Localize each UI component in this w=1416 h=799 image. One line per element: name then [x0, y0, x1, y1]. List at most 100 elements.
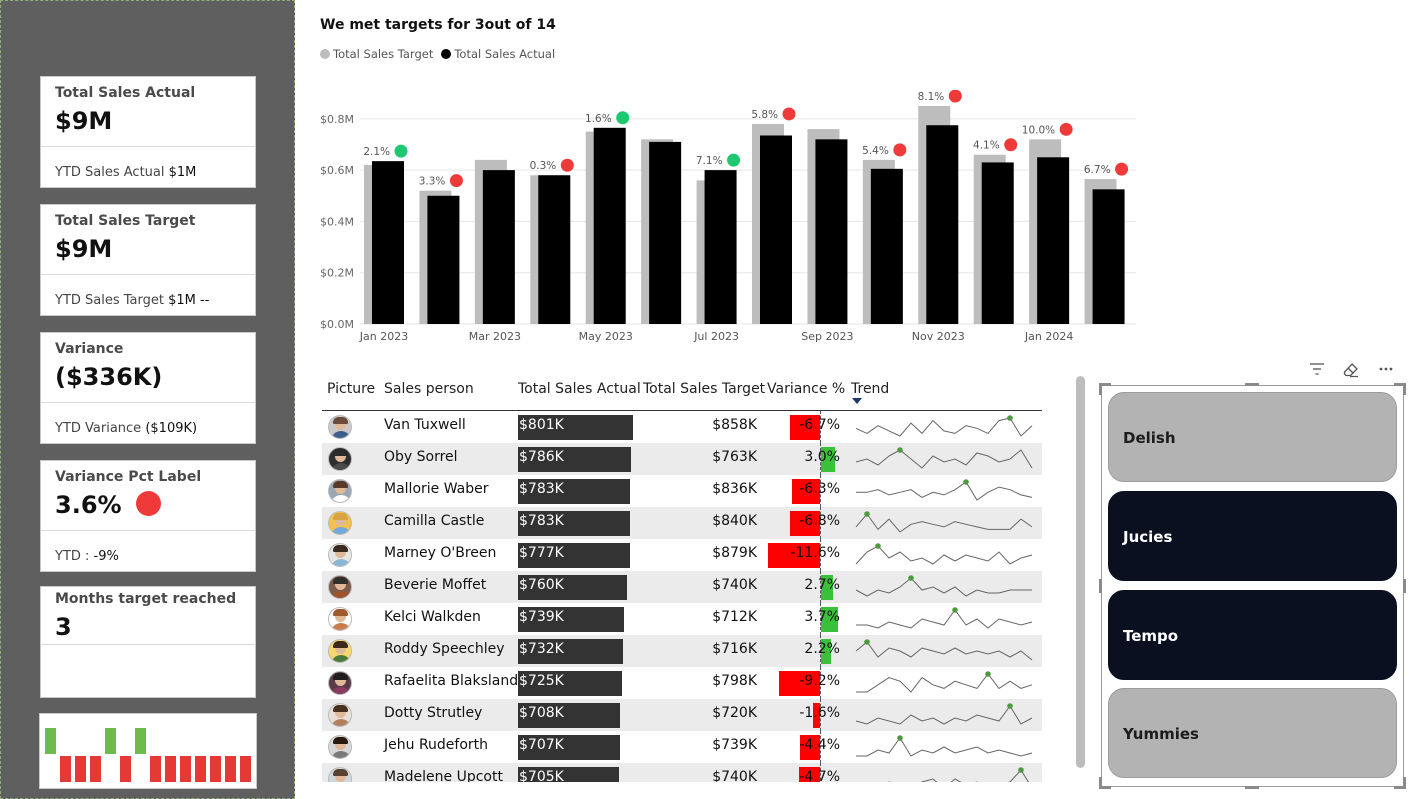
trend-sparkline	[856, 735, 1033, 757]
sort-descending-icon[interactable]	[852, 398, 862, 404]
filter-icon[interactable]	[1308, 362, 1326, 378]
table-scrollbar[interactable]	[1076, 376, 1085, 768]
variance-axis	[820, 443, 821, 475]
trend-line	[856, 673, 1033, 693]
legend-item-target[interactable]: Total Sales Target	[320, 47, 433, 61]
actual-bar[interactable]	[926, 125, 959, 324]
variance-axis	[820, 731, 821, 763]
actual-bar[interactable]	[815, 139, 848, 324]
variance-pct-value: -4.7%	[799, 769, 840, 782]
column-header-sales-person[interactable]: Sales person	[384, 381, 474, 397]
total-sales-actual-value: $705K	[519, 769, 564, 782]
resize-handle[interactable]	[1099, 383, 1111, 386]
actual-bar[interactable]	[593, 127, 626, 324]
x-tick-label: Jan 2024	[1024, 330, 1073, 343]
column-header-variance-pct[interactable]: Variance %	[767, 381, 846, 397]
kpi-header: Variance ($336K)	[41, 333, 255, 403]
variance-pct-value: -9.2%	[799, 673, 840, 689]
variance-pct-value: 3.7%	[804, 609, 840, 625]
column-header-total-sales-target[interactable]: Total Sales Target	[643, 381, 766, 397]
sales-person-name: Madelene Upcott	[384, 769, 503, 782]
trend-line	[855, 513, 1033, 533]
kpi-card-total-sales-actual[interactable]: Total Sales Actual $9M YTD Sales Actual …	[40, 76, 256, 188]
trend-sparkline	[856, 671, 1033, 693]
resize-handle[interactable]	[1245, 383, 1259, 386]
eraser-icon[interactable]	[1342, 362, 1360, 378]
trend-sparkline	[855, 639, 1033, 661]
resize-handle[interactable]	[1099, 579, 1102, 593]
column-header-trend[interactable]: Trend	[851, 381, 890, 397]
actual-bar[interactable]	[870, 168, 903, 324]
resize-handle[interactable]	[1403, 383, 1406, 395]
resize-handle[interactable]	[1099, 777, 1102, 789]
actual-bar[interactable]	[649, 141, 682, 324]
sales-person-name: Kelci Walkden	[384, 609, 481, 625]
month-missed-mark	[150, 756, 161, 782]
y-tick-label: $0.2M	[320, 267, 354, 280]
total-sales-target-value: $798K	[712, 673, 757, 689]
table-row[interactable]: Roddy Speechley $732K $716K 2.2%	[322, 635, 1042, 667]
sales-person-name: Camilla Castle	[384, 513, 485, 529]
sales-column-chart[interactable]: $0.0M $0.2M $0.4M $0.6M $0.8M 2.1% 3.3% 0.3% 1.6…	[300, 90, 1150, 350]
kpi-value: $9M	[55, 107, 113, 135]
actual-bar[interactable]	[1092, 189, 1125, 324]
table-row[interactable]: Marney O'Breen $777K $879K -11.6%	[322, 539, 1042, 571]
slicer-item-tempo[interactable]: Tempo	[1108, 590, 1397, 680]
table-row[interactable]: Mallorie Waber $783K $836K -6.3%	[322, 475, 1042, 507]
chart-legend: Total Sales Target Total Sales Actual	[320, 47, 559, 61]
kpi-card-total-sales-target[interactable]: Total Sales Target $9M YTD Sales Target …	[40, 204, 256, 316]
resize-handle[interactable]	[1403, 777, 1406, 789]
resize-handle[interactable]	[1245, 786, 1259, 789]
column-header-picture[interactable]: Picture	[327, 381, 376, 397]
variance-pct-value: 3.0%	[804, 449, 840, 465]
sales-person-table: Picture Sales person Total Sales Actual …	[322, 376, 1042, 782]
kpi-header: Total Sales Actual $9M	[41, 77, 255, 147]
actual-bar[interactable]	[372, 161, 404, 324]
actual-bar[interactable]	[760, 135, 792, 324]
resize-handle[interactable]	[1394, 383, 1406, 386]
table-row[interactable]: Kelci Walkden $739K $712K 3.7%	[322, 603, 1042, 635]
target-status-dot	[449, 174, 463, 188]
kpi-card-variance-pct[interactable]: Variance Pct Label 3.6% YTD : -9%	[40, 460, 256, 572]
resize-handle[interactable]	[1099, 786, 1111, 789]
actual-data-bar	[518, 767, 619, 782]
resize-handle[interactable]	[1394, 786, 1406, 789]
variance-pct-value: -1.6%	[799, 705, 840, 721]
avatar	[328, 639, 352, 663]
resize-handle[interactable]	[1403, 579, 1406, 593]
actual-bar[interactable]	[704, 170, 737, 324]
trend-sparkline	[855, 511, 1033, 533]
table-row[interactable]: Dotty Strutley $708K $720K -1.6%	[322, 699, 1042, 731]
actual-data-bar	[518, 735, 620, 760]
actual-bar[interactable]	[482, 170, 515, 324]
kpi-header: Variance Pct Label 3.6%	[41, 461, 255, 531]
variance-data-bar	[790, 511, 820, 536]
table-row[interactable]: Van Tuxwell $801K $858K -6.7%	[322, 411, 1042, 443]
month-missed-mark	[60, 756, 71, 782]
variance-data-bar	[821, 639, 831, 664]
variance-axis	[820, 571, 821, 603]
table-row[interactable]: Camilla Castle $783K $840K -6.8%	[322, 507, 1042, 539]
table-row[interactable]: Jehu Rudeforth $707K $739K -4.4%	[322, 731, 1042, 763]
actual-bar[interactable]	[1037, 157, 1070, 324]
actual-data-bar	[518, 575, 627, 600]
actual-bar[interactable]	[538, 175, 571, 324]
more-options-icon[interactable]	[1377, 362, 1395, 378]
trend-peak-point	[985, 671, 991, 677]
actual-bar[interactable]	[427, 195, 460, 324]
resize-handle[interactable]	[1099, 383, 1102, 395]
table-row[interactable]: Rafaelita Blaksland $725K $798K -9.2%	[322, 667, 1042, 699]
slicer-item-delish[interactable]: Delish	[1108, 392, 1397, 482]
table-row[interactable]: Oby Sorrel $786K $763K 3.0%	[322, 443, 1042, 475]
table-row[interactable]: Beverie Moffet $760K $740K 2.7%	[322, 571, 1042, 603]
kpi-card-months-target-reached[interactable]: Months target reached 3	[40, 586, 256, 698]
column-header-total-sales-actual[interactable]: Total Sales Actual	[518, 381, 641, 397]
slicer-item-yummies[interactable]: Yummies	[1108, 688, 1397, 778]
slicer-item-jucies[interactable]: Jucies	[1108, 491, 1397, 581]
actual-data-bar	[518, 415, 633, 440]
legend-item-actual[interactable]: Total Sales Actual	[441, 47, 555, 61]
legend-dot-icon	[320, 49, 330, 59]
actual-bar[interactable]	[981, 162, 1014, 324]
table-row[interactable]: Madelene Upcott $705K $740K -4.7%	[322, 763, 1042, 782]
kpi-card-variance[interactable]: Variance ($336K) YTD Variance ($109K)	[40, 332, 256, 444]
